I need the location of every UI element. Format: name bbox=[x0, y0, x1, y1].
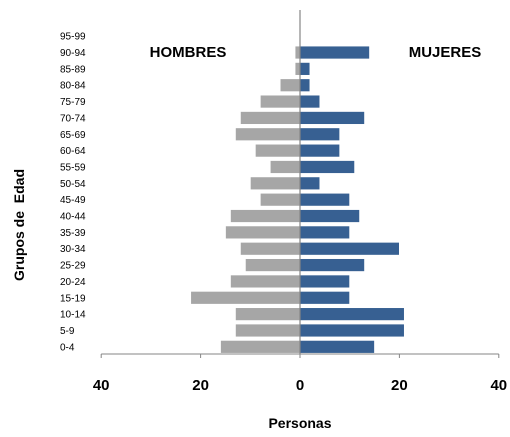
bar-hombres-45-49 bbox=[259, 192, 301, 207]
age-group-label: 0-4 bbox=[60, 342, 75, 353]
bar-mujeres-40-44 bbox=[299, 209, 361, 223]
age-group-label: 50-54 bbox=[60, 179, 86, 190]
bar-mujeres-5-9 bbox=[299, 323, 405, 338]
age-group-label: 35-39 bbox=[60, 228, 86, 239]
bar-mujeres-55-59 bbox=[299, 160, 356, 174]
age-group-label: 10-14 bbox=[60, 310, 86, 321]
bar-mujeres-45-49 bbox=[299, 192, 351, 207]
x-tick-label: 20 bbox=[391, 377, 408, 394]
bar-hombres-10-14 bbox=[234, 307, 301, 322]
bar-mujeres-80-84 bbox=[299, 78, 311, 93]
bar-hombres-60-64 bbox=[254, 143, 301, 158]
bar-mujeres-20-24 bbox=[299, 274, 351, 289]
bar-hombres-15-19 bbox=[190, 290, 301, 305]
bar-mujeres-25-29 bbox=[299, 258, 366, 272]
bar-hombres-65-69 bbox=[234, 127, 301, 142]
x-tick-label: 0 bbox=[296, 377, 304, 394]
bar-mujeres-70-74 bbox=[299, 111, 366, 125]
age-group-label: 70-74 bbox=[60, 113, 86, 124]
age-group-label: 40-44 bbox=[60, 212, 86, 223]
bar-hombres-70-74 bbox=[239, 111, 301, 125]
bar-mujeres-90-94 bbox=[299, 45, 370, 60]
bar-hombres-85-89 bbox=[294, 61, 301, 76]
series-label-mujeres: MUJERES bbox=[409, 44, 482, 61]
age-group-label: 55-59 bbox=[60, 162, 86, 173]
bar-mujeres-0-4 bbox=[299, 339, 375, 354]
series-label-hombres: HOMBRES bbox=[150, 44, 227, 61]
bar-hombres-25-29 bbox=[244, 258, 301, 272]
x-tick-label: 20 bbox=[192, 377, 209, 394]
bar-mujeres-15-19 bbox=[299, 290, 351, 305]
x-tick-label: 40 bbox=[93, 377, 110, 394]
bar-mujeres-35-39 bbox=[299, 225, 351, 240]
age-group-label: 95-99 bbox=[60, 32, 86, 43]
mujeres-bars bbox=[299, 45, 405, 354]
axes bbox=[100, 10, 500, 358]
bar-hombres-55-59 bbox=[269, 160, 301, 174]
bar-hombres-80-84 bbox=[279, 78, 301, 93]
bar-hombres-35-39 bbox=[225, 225, 301, 240]
bar-hombres-90-94 bbox=[294, 45, 301, 60]
age-group-label: 25-29 bbox=[60, 261, 86, 272]
bar-mujeres-60-64 bbox=[299, 143, 341, 158]
age-group-label: 75-79 bbox=[60, 97, 86, 108]
bar-hombres-0-4 bbox=[220, 339, 301, 354]
age-group-label: 85-89 bbox=[60, 64, 86, 75]
age-group-label: 20-24 bbox=[60, 277, 86, 288]
bar-hombres-5-9 bbox=[234, 323, 301, 338]
bar-mujeres-30-34 bbox=[299, 241, 400, 256]
age-group-label: 30-34 bbox=[60, 244, 86, 255]
age-group-label: 5-9 bbox=[60, 326, 75, 337]
bar-mujeres-85-89 bbox=[299, 61, 311, 76]
bar-mujeres-10-14 bbox=[299, 307, 405, 322]
x-tick-labels: 40 20 0 20 40 bbox=[93, 377, 507, 394]
age-group-label: 15-19 bbox=[60, 293, 86, 304]
age-group-tick-labels: 0-4 5-9 10-14 15-19 20-24 25-29 30-34 35-39 40-4… bbox=[60, 32, 86, 354]
bar-mujeres-65-69 bbox=[299, 127, 341, 142]
y-axis-title: Grupos de Edad bbox=[11, 169, 27, 281]
bar-mujeres-50-54 bbox=[299, 176, 321, 191]
x-tick-label: 40 bbox=[490, 377, 507, 394]
bar-mujeres-75-79 bbox=[299, 94, 321, 109]
hombres-bars bbox=[190, 45, 301, 354]
x-axis-title: Personas bbox=[268, 415, 331, 431]
bar-hombres-20-24 bbox=[230, 274, 301, 289]
age-group-label: 45-49 bbox=[60, 195, 86, 206]
bar-hombres-75-79 bbox=[259, 94, 301, 109]
age-group-label: 60-64 bbox=[60, 146, 86, 157]
bar-hombres-50-54 bbox=[249, 176, 301, 191]
age-group-label: 80-84 bbox=[60, 81, 86, 92]
age-group-label: 90-94 bbox=[60, 48, 86, 59]
bar-hombres-30-34 bbox=[239, 241, 301, 256]
bar-hombres-40-44 bbox=[230, 209, 301, 223]
age-group-label: 65-69 bbox=[60, 130, 86, 141]
